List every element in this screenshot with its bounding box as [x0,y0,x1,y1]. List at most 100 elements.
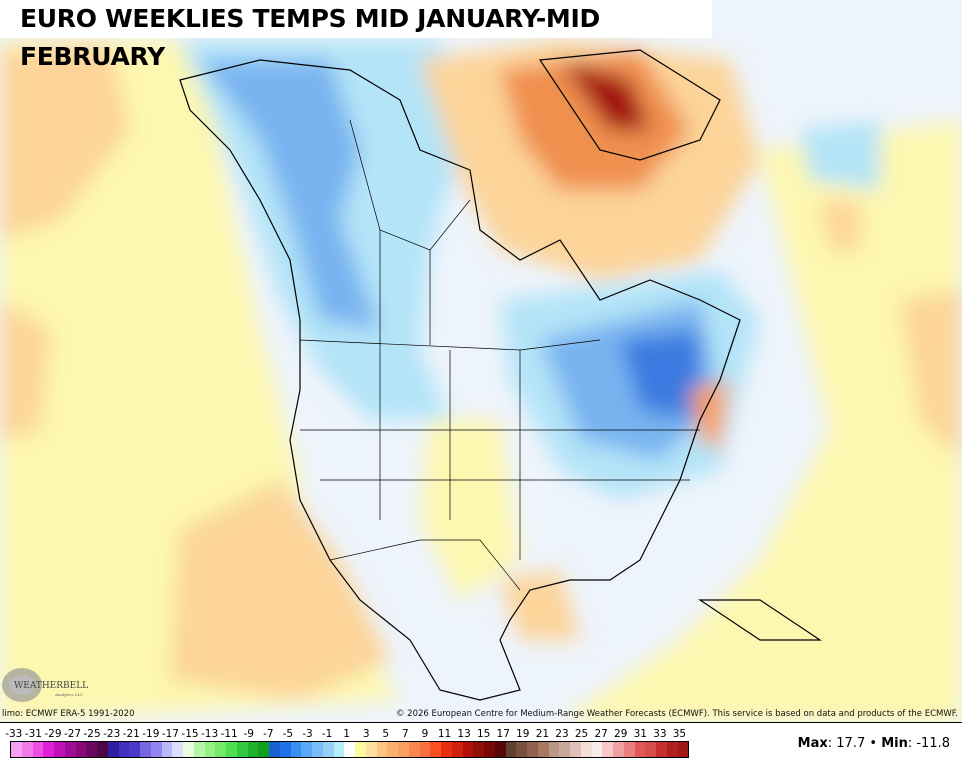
border-lines [299,119,700,591]
colorbar-label: 5 [382,728,390,740]
colorbar-label: 9 [421,728,429,740]
colorbar-swatch [247,742,259,757]
colorbar-swatch [462,742,474,757]
colorbar-swatch [140,742,151,757]
max-value: 17.7 [836,736,866,751]
svg-text:WEATHERBELL: WEATHERBELL [14,681,88,691]
colorbar-label: -15 [181,728,199,740]
separator: • [869,736,878,751]
colorbar-label: -31 [24,728,42,740]
colorbar-swatch [656,742,667,757]
colorbar-swatch [677,742,689,757]
colorbar-label: 3 [362,728,370,740]
colorbar-label: 25 [574,728,589,740]
colorbar-swatch [441,742,452,757]
colorbar-swatch [226,742,237,757]
colorbar-swatch [204,742,216,757]
colorbar-swatch [376,742,388,757]
colorbar-label: -5 [282,728,294,740]
colorbar-swatch [559,742,570,757]
colorbar-swatch [419,742,431,757]
max-min-stats: Max: 17.7 • Min: -11.8 [797,736,950,751]
colorbar-label: 29 [614,728,628,740]
colorbar-label: 1 [343,728,350,740]
coastline-outline [179,49,822,701]
svg-text:Analytics LLC: Analytics LLC [54,692,83,697]
colorbar-swatch [602,742,613,757]
colorbar-label: -19 [142,728,160,740]
colorbar-swatch [387,742,398,757]
colorbar-swatch [537,742,549,757]
colorbar-swatch [193,742,205,757]
colorbar-label: -7 [263,728,274,740]
colorbar-swatch [279,742,291,757]
colorbar-swatch [484,742,495,757]
colorbar-swatch [580,742,592,757]
colorbar-label: 23 [555,728,569,740]
climatology-caption: limo: ECMWF ERA-5 1991-2020 [2,709,135,719]
temperature-anomaly-map [0,0,962,722]
colorbar-swatch [548,742,560,757]
colorbar-label: 35 [672,728,687,740]
colorbar-swatch [473,742,484,757]
colorbar-swatch [516,742,527,757]
colorbar-swatch [21,742,33,757]
colorbar-label: 21 [535,728,550,740]
colorbar-swatch [118,742,130,757]
colorbar-label: -33 [5,728,23,740]
colorbar-swatch [183,742,194,757]
colorbar-swatch [172,742,183,757]
colorbar-swatch [333,742,345,757]
colorbar-label: -9 [243,728,254,740]
colorbar-swatch [215,742,226,757]
colorbar-swatch [86,742,97,757]
colorbar-swatch [570,742,581,757]
colorbar-swatch [408,742,420,757]
colorbar-swatch [11,742,22,757]
colorbar-label: -21 [122,728,140,740]
colorbar-swatch [322,742,334,757]
colorbar-label: -1 [321,728,333,740]
colorbar-swatch [591,742,603,757]
colorbar-label: 33 [653,728,667,740]
colorbar-swatch [344,742,355,757]
colorbar-swatch [355,742,366,757]
colorbar-swatch [451,742,463,757]
colorbar-label: 27 [594,728,608,740]
colorbar-label: 7 [402,728,409,740]
colorbar-label: -23 [103,728,121,740]
colorbar-swatch [107,742,119,757]
colorbar [10,741,689,758]
colorbar-swatch [258,742,269,757]
colorbar-swatch [301,742,312,757]
colorbar-swatch [398,742,409,757]
weatherbell-logo: WEATHERBELL Analytics LLC [2,668,88,702]
colorbar-swatch [527,742,538,757]
colorbar-swatch [64,742,76,757]
colorbar-swatch [54,742,65,757]
colorbar-label: -29 [44,728,62,740]
colorbar-swatch [129,742,140,757]
colorbar-swatch [430,742,441,757]
colorbar-swatch [365,742,377,757]
colorbar-swatch [494,742,506,757]
legend-bar: -33 -31 -29 -27 -25 -23 -21 -19 -17 -15 -13 -11 -9 -7… [0,722,962,760]
colorbar-swatch [43,742,54,757]
colorbar-swatch [634,742,646,757]
colorbar-label: -3 [302,728,313,740]
colorbar-swatch [32,742,44,757]
colorbar-label: -25 [83,728,101,740]
colorbar-label: 17 [496,728,510,740]
min-label: Min [881,736,908,751]
map-title: EURO WEEKLIES TEMPS MID JANUARY-MID FEBR… [0,0,712,71]
colorbar-label: 15 [476,728,491,740]
colorbar-swatch [312,742,323,757]
copyright-caption: © 2026 European Centre for Medium-Range … [395,709,958,719]
colorbar-swatch [150,742,162,757]
colorbar-label: -27 [63,728,82,740]
colorbar-label: -17 [161,728,179,740]
colorbar-swatch [161,742,173,757]
colorbar-swatch [97,742,108,757]
colorbar-label: -13 [200,728,219,740]
colorbar-label: -11 [220,728,238,740]
